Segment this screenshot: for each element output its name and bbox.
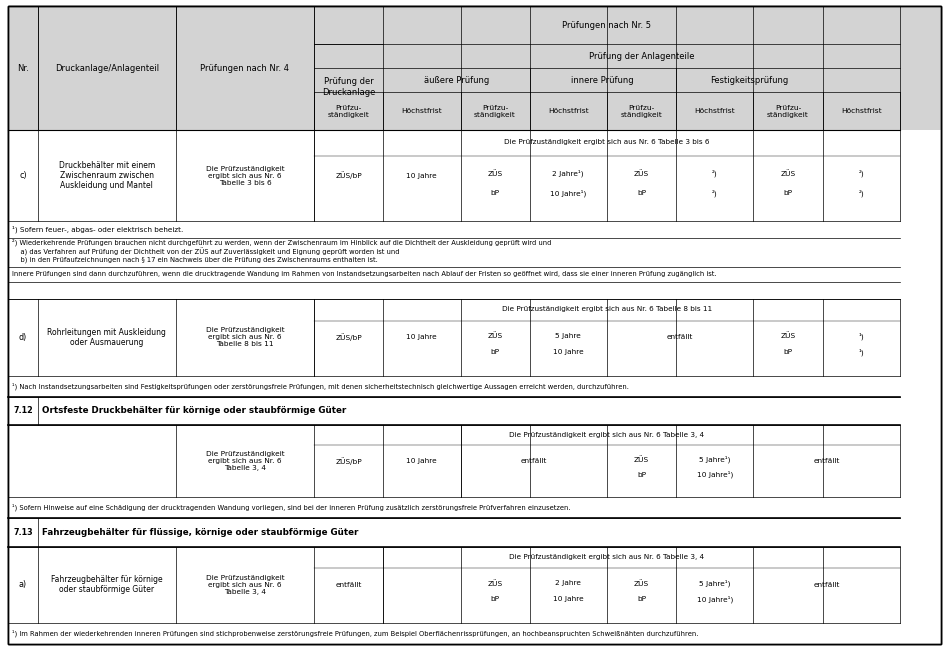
Text: bP: bP bbox=[491, 596, 499, 602]
Bar bbox=[8, 282, 941, 299]
Text: bP: bP bbox=[637, 472, 646, 478]
Text: Die Prüfzuständigkeit ergibt sich aus Nr. 6 Tabelle 8 bis 11: Die Prüfzuständigkeit ergibt sich aus Nr… bbox=[502, 306, 712, 312]
Text: ZÜS: ZÜS bbox=[780, 170, 795, 177]
Text: a): a) bbox=[19, 581, 27, 589]
Text: d): d) bbox=[19, 333, 28, 342]
Text: ¹): ¹) bbox=[858, 332, 865, 340]
Bar bbox=[8, 267, 941, 282]
Text: Prüfzu-
ständigkeit: Prüfzu- ständigkeit bbox=[621, 104, 662, 117]
Text: Druckanlage/Anlagenteil: Druckanlage/Anlagenteil bbox=[55, 64, 159, 73]
Text: Prüfzu-
ständigkeit: Prüfzu- ständigkeit bbox=[474, 104, 516, 117]
Bar bbox=[8, 425, 941, 497]
Text: Prüfungen nach Nr. 4: Prüfungen nach Nr. 4 bbox=[200, 64, 289, 73]
Text: ²): ²) bbox=[712, 189, 717, 196]
Text: ²): ²) bbox=[712, 170, 717, 178]
Text: Die Prüfzuständigkeit ergibt sich aus Nr. 6 Tabelle 3, 4: Die Prüfzuständigkeit ergibt sich aus Nr… bbox=[510, 432, 704, 437]
Text: ZÜS: ZÜS bbox=[780, 332, 795, 340]
Text: 5 Jahre¹): 5 Jahre¹) bbox=[699, 579, 731, 587]
Bar bbox=[8, 130, 941, 221]
Text: 10 Jahre: 10 Jahre bbox=[406, 172, 437, 179]
Text: 5 Jahre: 5 Jahre bbox=[555, 333, 581, 339]
Text: 10 Jahre: 10 Jahre bbox=[406, 334, 437, 340]
Text: Die Prüfzuständigkeit ergibt sich aus Nr. 6 Tabelle 3, 4: Die Prüfzuständigkeit ergibt sich aus Nr… bbox=[510, 553, 704, 559]
Text: Die Prüfzuständigkeit
ergibt sich aus Nr. 6
Tabelle 3, 4: Die Prüfzuständigkeit ergibt sich aus Nr… bbox=[206, 575, 285, 595]
Bar bbox=[8, 397, 941, 425]
Text: Die Prüfzuständigkeit
ergibt sich aus Nr. 6
Tabelle 3, 4: Die Prüfzuständigkeit ergibt sich aus Nr… bbox=[206, 451, 285, 471]
Text: ZÜS/bP: ZÜS/bP bbox=[335, 334, 362, 341]
Text: Nr.: Nr. bbox=[17, 64, 28, 73]
Text: ZÜS: ZÜS bbox=[634, 456, 649, 463]
Text: bP: bP bbox=[491, 349, 499, 355]
Text: 10 Jahre¹): 10 Jahre¹) bbox=[697, 471, 733, 478]
Text: Prüfzu-
ständigkeit: Prüfzu- ständigkeit bbox=[327, 104, 369, 117]
Text: äußere Prüfung: äußere Prüfung bbox=[423, 76, 489, 84]
Text: ²) Wiederkehrende Prüfungen brauchen nicht durchgeführt zu werden, wenn der Zwis: ²) Wiederkehrende Prüfungen brauchen nic… bbox=[12, 238, 551, 263]
Text: 7.13: 7.13 bbox=[13, 527, 32, 537]
Text: bP: bP bbox=[637, 190, 646, 196]
Text: 2 Jahre¹): 2 Jahre¹) bbox=[552, 170, 584, 178]
Text: Innere Prüfungen sind dann durchzuführen, wenn die drucktragende Wandung im Rahm: Innere Prüfungen sind dann durchzuführen… bbox=[12, 272, 716, 277]
Text: entfällt: entfällt bbox=[667, 334, 694, 340]
Text: Prüfungen nach Nr. 5: Prüfungen nach Nr. 5 bbox=[563, 21, 651, 30]
Text: bP: bP bbox=[491, 190, 499, 196]
Bar bbox=[8, 6, 941, 130]
Text: bP: bP bbox=[637, 596, 646, 602]
Text: 2 Jahre: 2 Jahre bbox=[555, 580, 581, 586]
Text: Prüfzu-
ständigkeit: Prüfzu- ständigkeit bbox=[767, 104, 809, 117]
Bar bbox=[8, 376, 941, 397]
Text: ¹) Sofern feuer-, abgas- oder elektrisch beheizt.: ¹) Sofern feuer-, abgas- oder elektrisch… bbox=[12, 226, 183, 233]
Text: Fahrzeugbehälter für flüssige, körnige oder staubförmige Güter: Fahrzeugbehälter für flüssige, körnige o… bbox=[42, 527, 358, 537]
Text: bP: bP bbox=[784, 190, 792, 196]
Text: Druckbehälter mit einem
Zwischenraum zwischen
Auskleidung und Mantel: Druckbehälter mit einem Zwischenraum zwi… bbox=[59, 161, 155, 191]
Bar bbox=[8, 546, 941, 623]
Text: ZÜS: ZÜS bbox=[634, 580, 649, 586]
Text: Höchstfrist: Höchstfrist bbox=[401, 108, 442, 114]
Text: ¹) Im Rahmen der wiederkehrenden inneren Prüfungen sind stichprobenweise zerstör: ¹) Im Rahmen der wiederkehrenden inneren… bbox=[12, 630, 698, 637]
Text: Festigkeitsprüfung: Festigkeitsprüfung bbox=[710, 76, 789, 84]
Text: ²): ²) bbox=[858, 189, 865, 196]
Text: 10 Jahre¹): 10 Jahre¹) bbox=[697, 596, 733, 603]
Text: Prüfung der Anlagenteile: Prüfung der Anlagenteile bbox=[588, 52, 695, 61]
Text: 10 Jahre¹): 10 Jahre¹) bbox=[550, 189, 586, 196]
Text: ZÜS/bP: ZÜS/bP bbox=[335, 172, 362, 179]
Text: Ortsfeste Druckbehälter für körnige oder staubförmige Güter: Ortsfeste Druckbehälter für körnige oder… bbox=[42, 406, 346, 415]
Text: Prüfung der
Druckanlage: Prüfung der Druckanlage bbox=[322, 78, 375, 97]
Text: entfällt: entfällt bbox=[521, 458, 547, 464]
Text: entfällt: entfällt bbox=[813, 458, 840, 464]
Text: entfällt: entfällt bbox=[813, 582, 840, 588]
Bar bbox=[8, 238, 941, 267]
Text: Die Prüfzuständigkeit ergibt sich aus Nr. 6 Tabelle 3 bis 6: Die Prüfzuständigkeit ergibt sich aus Nr… bbox=[504, 139, 710, 145]
Text: Höchstfrist: Höchstfrist bbox=[695, 108, 735, 114]
Text: bP: bP bbox=[784, 349, 792, 355]
Text: Die Prüfzuständigkeit
ergibt sich aus Nr. 6
Tabelle 3 bis 6: Die Prüfzuständigkeit ergibt sich aus Nr… bbox=[206, 165, 285, 185]
Text: Höchstfrist: Höchstfrist bbox=[841, 108, 882, 114]
Text: ZÜS: ZÜS bbox=[488, 170, 503, 177]
Text: Die Prüfzuständigkeit
ergibt sich aus Nr. 6
Tabelle 8 bis 11: Die Prüfzuständigkeit ergibt sich aus Nr… bbox=[206, 327, 285, 347]
Text: 5 Jahre¹): 5 Jahre¹) bbox=[699, 456, 731, 463]
Text: ZÜS: ZÜS bbox=[634, 170, 649, 177]
Text: Höchstfrist: Höchstfrist bbox=[548, 108, 588, 114]
Text: ZÜS/bP: ZÜS/bP bbox=[335, 457, 362, 465]
Text: ZÜS: ZÜS bbox=[488, 580, 503, 586]
Text: ¹) Sofern Hinweise auf eine Schädigung der drucktragenden Wandung vorliegen, sin: ¹) Sofern Hinweise auf eine Schädigung d… bbox=[12, 503, 570, 511]
Text: c): c) bbox=[19, 171, 27, 180]
Text: entfällt: entfällt bbox=[335, 582, 362, 588]
Bar bbox=[8, 221, 941, 238]
Text: Rohrleitungen mit Auskleidung
oder Ausmauerung: Rohrleitungen mit Auskleidung oder Ausma… bbox=[47, 328, 166, 347]
Text: 7.12: 7.12 bbox=[13, 406, 33, 415]
Text: ¹) Nach Instandsetzungsarbeiten sind Festigkeitsprüfungen oder zerstörungsfreie : ¹) Nach Instandsetzungsarbeiten sind Fes… bbox=[12, 382, 629, 390]
Bar bbox=[8, 518, 941, 546]
Text: 10 Jahre: 10 Jahre bbox=[406, 458, 437, 464]
Text: ¹): ¹) bbox=[858, 348, 865, 356]
Text: innere Prüfung: innere Prüfung bbox=[571, 76, 634, 84]
Bar bbox=[8, 497, 941, 518]
Text: 10 Jahre: 10 Jahre bbox=[553, 349, 584, 355]
Bar bbox=[8, 299, 941, 376]
Text: 10 Jahre: 10 Jahre bbox=[553, 596, 584, 602]
Text: ²): ²) bbox=[858, 170, 865, 178]
Bar bbox=[8, 623, 941, 644]
Text: Fahrzeugbehälter für körnige
oder staubförmige Güter: Fahrzeugbehälter für körnige oder staubf… bbox=[51, 575, 162, 594]
Text: ZÜS: ZÜS bbox=[488, 332, 503, 340]
